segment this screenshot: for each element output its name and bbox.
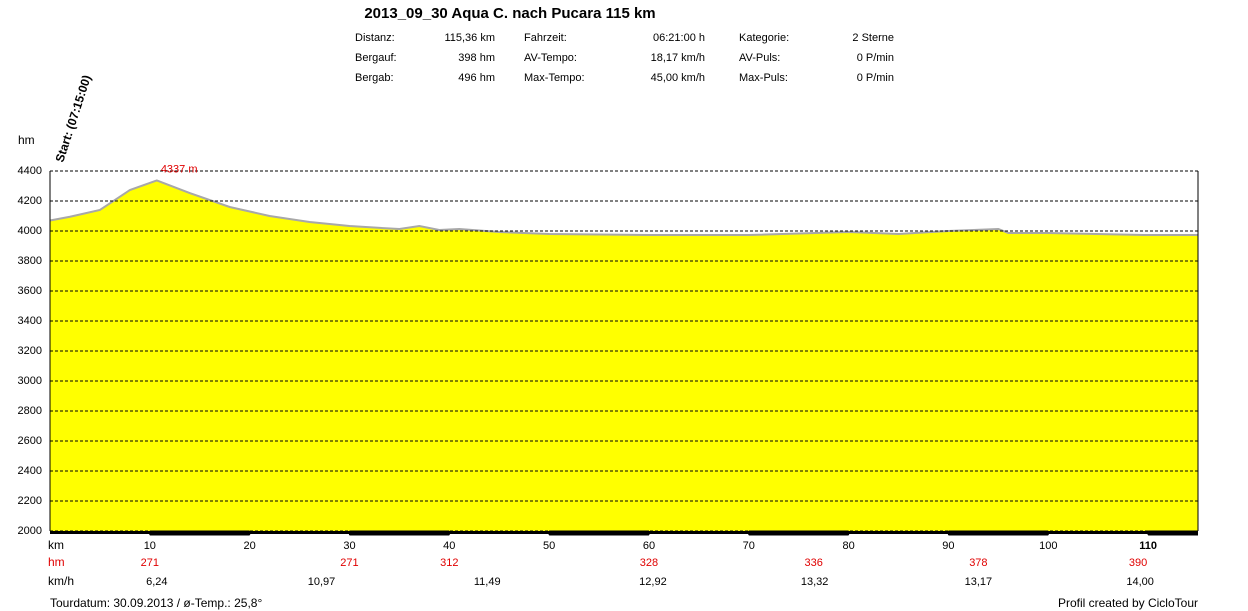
stat-label: Max-Tempo: [524,72,585,84]
y-tick-label: 3600 [18,285,42,297]
y-tick-label: 2600 [18,435,42,447]
chart-title: 2013_09_30 Aqua C. nach Pucara 115 km [364,5,655,22]
speed-row-name: km/h [48,574,74,588]
stat-label: Max-Puls: [739,72,788,84]
stat-label: Distanz: [355,32,395,44]
x-tick-label: 70 [743,540,755,552]
x-tick-label: 60 [643,540,655,552]
y-tick-label: 2800 [18,405,42,417]
stat-label: Kategorie: [739,32,789,44]
x-tick-label: 20 [244,540,256,552]
climb-value: 271 [340,557,358,569]
y-tick-label: 2400 [18,465,42,477]
x-tick-label: 110 [1139,540,1157,552]
speed-value: 12,92 [639,576,667,588]
elevation-area [50,180,1198,531]
climb-value: 390 [1129,557,1147,569]
x-tick-label: 50 [543,540,555,552]
y-tick-label: 3400 [18,315,42,327]
x-tick-label: 90 [942,540,954,552]
climb-value: 312 [440,557,458,569]
stat-value: 398 hm [458,52,495,64]
y-tick-label: 4000 [18,225,42,237]
footer-right: Profil created by CicloTour [1058,596,1198,610]
stat-value: 18,17 km/h [651,52,705,64]
y-tick-label: 2200 [18,495,42,507]
footer-left: Tourdatum: 30.09.2013 / ø-Temp.: 25,8° [50,596,262,610]
stat-value: 115,36 km [444,32,495,44]
y-tick-label: 4400 [18,165,42,177]
x-axis-title: km [48,538,64,552]
stat-label: Fahrzeit: [524,32,567,44]
elevation-line [49,179,1198,237]
stat-label: AV-Puls: [739,52,780,64]
y-tick-label: 2000 [18,525,42,537]
climb-value: 336 [804,557,822,569]
y-tick-label: 3000 [18,375,42,387]
climb-value: 378 [969,557,987,569]
x-tick-label: 10 [144,540,156,552]
start-label: Start: (07:15:00) [53,73,94,164]
stat-value: 0 P/min [857,72,894,84]
y-tick-label: 3200 [18,345,42,357]
stat-value: 2 Sterne [852,32,894,44]
climb-row-name: hm [48,555,65,569]
stat-label: Bergauf: [355,52,397,64]
peak-label: 4337 m [161,163,198,175]
y-axis-title: hm [18,133,35,147]
speed-value: 6,24 [146,576,167,588]
stat-value: 0 P/min [857,52,894,64]
stat-label: AV-Tempo: [524,52,577,64]
stat-label: Bergab: [355,72,394,84]
x-tick-label: 80 [842,540,854,552]
x-tick-label: 30 [343,540,355,552]
stat-value: 496 hm [458,72,495,84]
stat-value: 45,00 km/h [651,72,705,84]
climb-value: 328 [640,557,658,569]
speed-value: 13,32 [801,576,829,588]
y-tick-label: 4200 [18,195,42,207]
x-tick-label: 40 [443,540,455,552]
climb-value: 271 [141,557,159,569]
speed-value: 13,17 [965,576,993,588]
speed-value: 14,00 [1126,576,1154,588]
x-tick-label: 100 [1039,540,1057,552]
speed-value: 10,97 [308,576,336,588]
speed-value: 11,49 [474,576,501,588]
y-tick-label: 3800 [18,255,42,267]
stat-value: 06:21:00 h [653,32,705,44]
